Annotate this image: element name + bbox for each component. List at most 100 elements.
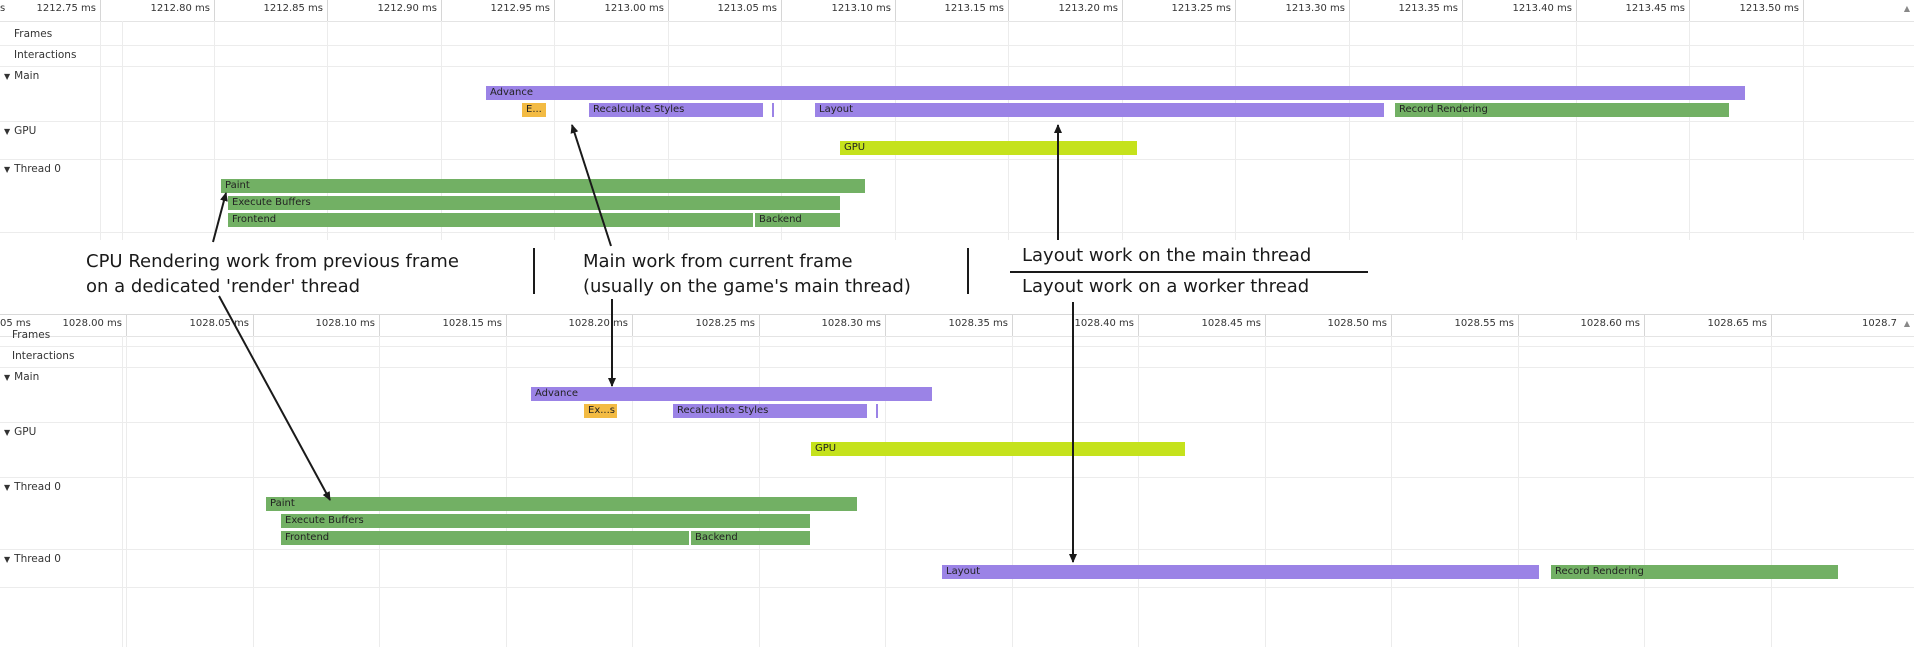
track-thread0[interactable]: ▼ Thread 0 bbox=[4, 163, 61, 175]
event-gpu[interactable]: GPU bbox=[811, 442, 1185, 456]
ruler-tick bbox=[895, 0, 896, 21]
track-main-label: Main bbox=[14, 70, 40, 82]
gridline bbox=[895, 21, 896, 240]
ruler-tick bbox=[1008, 0, 1009, 21]
track-thread0[interactable]: ▼ Thread 0 bbox=[4, 481, 61, 493]
ruler-tick bbox=[1122, 0, 1123, 21]
expand-triangle-icon[interactable]: ▼ bbox=[4, 127, 11, 136]
event-record-rendering[interactable]: Record Rendering bbox=[1551, 565, 1838, 579]
track-gpu-label: GPU bbox=[14, 426, 37, 438]
ruler-tick-label: 1028.55 ms bbox=[1454, 318, 1514, 329]
annotation-main-line2: (usually on the game's main thread) bbox=[583, 276, 911, 297]
event-paint[interactable]: Paint bbox=[221, 179, 865, 193]
event-layout[interactable]: Layout bbox=[942, 565, 1539, 579]
ruler-tick bbox=[100, 0, 101, 21]
track-gpu-label: GPU bbox=[14, 125, 37, 137]
ruler-tick-label: 1028.30 ms bbox=[821, 318, 881, 329]
expand-triangle-icon[interactable]: ▼ bbox=[4, 428, 11, 437]
ruler-tick bbox=[327, 0, 328, 21]
event-small[interactable] bbox=[876, 404, 878, 418]
ruler-tick-label: 1028.50 ms bbox=[1327, 318, 1387, 329]
timeline-panel-top: s ▲ 1212.75 ms 1212.80 ms 1212.85 ms 1212.9… bbox=[0, 0, 1914, 240]
track-label-separator bbox=[122, 336, 123, 647]
ruler-tick bbox=[759, 315, 760, 336]
expand-triangle-icon[interactable]: ▼ bbox=[4, 165, 11, 174]
track-main[interactable]: ▼ Main bbox=[4, 70, 39, 82]
annotation-layout-main: Layout work on the main thread bbox=[1022, 245, 1312, 266]
scroll-up-icon[interactable]: ▲ bbox=[1903, 319, 1910, 328]
event-advance[interactable]: Advance bbox=[531, 387, 932, 401]
gridline bbox=[506, 336, 507, 647]
event-paint[interactable]: Paint bbox=[266, 497, 857, 511]
ruler-tick bbox=[1391, 315, 1392, 336]
ruler-tick-label: 1028.35 ms bbox=[948, 318, 1008, 329]
event-execute-buffers[interactable]: Execute Buffers bbox=[228, 196, 840, 210]
scroll-up-icon[interactable]: ▲ bbox=[1903, 4, 1910, 13]
track-divider bbox=[0, 367, 1914, 368]
ruler-tick bbox=[506, 315, 507, 336]
track-thread0-label: Thread 0 bbox=[14, 163, 61, 175]
track-frames[interactable]: Frames bbox=[12, 329, 51, 341]
event-backend[interactable]: Backend bbox=[691, 531, 810, 545]
expand-triangle-icon[interactable]: ▼ bbox=[4, 72, 11, 81]
event-advance[interactable]: Advance bbox=[486, 86, 1745, 100]
ruler-tick bbox=[781, 0, 782, 21]
gridline bbox=[885, 336, 886, 647]
event-evaluate[interactable]: E... bbox=[522, 103, 546, 117]
ruler-tick bbox=[1576, 0, 1577, 21]
track-gpu[interactable]: ▼ GPU bbox=[4, 125, 36, 137]
annotation-separator bbox=[533, 248, 535, 294]
track-divider bbox=[0, 422, 1914, 423]
time-ruler-bottom[interactable]: 05 ms 1028.7 ▲ 1028.00 ms 1028.05 ms 1028.… bbox=[0, 315, 1914, 337]
track-divider bbox=[0, 121, 1914, 122]
event-recalculate-styles[interactable]: Recalculate Styles bbox=[589, 103, 763, 117]
ruler-tick-label: 1212.75 ms bbox=[36, 3, 96, 14]
track-divider bbox=[0, 66, 1914, 67]
event-execute-buffers[interactable]: Execute Buffers bbox=[281, 514, 810, 528]
ruler-tick bbox=[632, 315, 633, 336]
event-evaluate[interactable]: Ex...s bbox=[584, 404, 617, 418]
gridline bbox=[100, 21, 101, 240]
event-backend[interactable]: Backend bbox=[755, 213, 840, 227]
gridline bbox=[554, 21, 555, 240]
gridline bbox=[1349, 21, 1350, 240]
gridline bbox=[668, 21, 669, 240]
event-recalculate-styles[interactable]: Recalculate Styles bbox=[673, 404, 867, 418]
event-frontend[interactable]: Frontend bbox=[228, 213, 753, 227]
ruler-tick bbox=[1265, 315, 1266, 336]
track-gpu[interactable]: ▼ GPU bbox=[4, 426, 36, 438]
ruler-tick bbox=[885, 315, 886, 336]
ruler-tick bbox=[1803, 0, 1804, 21]
event-frontend[interactable]: Frontend bbox=[281, 531, 689, 545]
annotation-main-work: Main work from current frame (usually on… bbox=[583, 249, 911, 299]
track-interactions[interactable]: Interactions bbox=[12, 350, 75, 362]
track-interactions[interactable]: Interactions bbox=[14, 49, 77, 61]
ruler-tick-label: 1213.10 ms bbox=[831, 3, 891, 14]
ruler-tick bbox=[1235, 0, 1236, 21]
track-frames[interactable]: Frames bbox=[14, 28, 53, 40]
ruler-tick bbox=[1012, 315, 1013, 336]
event-layout[interactable]: Layout bbox=[815, 103, 1384, 117]
track-main[interactable]: ▼ Main bbox=[4, 371, 39, 383]
expand-triangle-icon[interactable]: ▼ bbox=[4, 373, 11, 382]
expand-triangle-icon[interactable]: ▼ bbox=[4, 483, 11, 492]
event-gpu[interactable]: GPU bbox=[840, 141, 1137, 155]
track-thread0-worker[interactable]: ▼ Thread 0 bbox=[4, 553, 61, 565]
event-small[interactable] bbox=[772, 103, 774, 117]
ruler-tick-label: 1213.30 ms bbox=[1285, 3, 1345, 14]
ruler-tick-label: 1213.05 ms bbox=[717, 3, 777, 14]
ruler-tick bbox=[441, 0, 442, 21]
gridline bbox=[781, 21, 782, 240]
ruler-tick bbox=[1771, 315, 1772, 336]
event-record-rendering[interactable]: Record Rendering bbox=[1395, 103, 1729, 117]
time-ruler-top[interactable]: s ▲ 1212.75 ms 1212.80 ms 1212.85 ms 1212.9… bbox=[0, 0, 1914, 22]
ruler-tick bbox=[253, 315, 254, 336]
ruler-tick-label: 1212.85 ms bbox=[263, 3, 323, 14]
annotation-cpu-line1: CPU Rendering work from previous frame bbox=[86, 251, 459, 272]
track-divider bbox=[0, 549, 1914, 550]
ruler-tick-label: 1028.20 ms bbox=[568, 318, 628, 329]
annotation-divider-line bbox=[1010, 271, 1368, 273]
gridline bbox=[1012, 336, 1013, 647]
ruler-tick bbox=[1462, 0, 1463, 21]
expand-triangle-icon[interactable]: ▼ bbox=[4, 555, 11, 564]
